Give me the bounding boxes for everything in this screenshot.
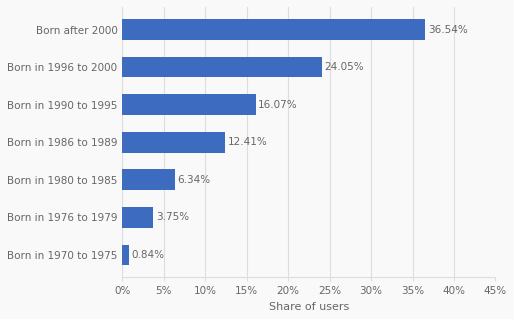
X-axis label: Share of users: Share of users: [269, 302, 349, 312]
Bar: [122, 57, 322, 78]
Text: 6.34%: 6.34%: [177, 175, 211, 185]
Text: 36.54%: 36.54%: [428, 25, 468, 34]
Bar: [122, 207, 153, 228]
Bar: [122, 132, 225, 152]
Bar: [122, 19, 425, 40]
Text: 24.05%: 24.05%: [324, 62, 364, 72]
Text: 12.41%: 12.41%: [228, 137, 267, 147]
Text: 0.84%: 0.84%: [132, 250, 165, 260]
Bar: [122, 94, 255, 115]
Bar: [122, 169, 175, 190]
Text: 16.07%: 16.07%: [258, 100, 298, 110]
Text: 3.75%: 3.75%: [156, 212, 189, 222]
Bar: [122, 245, 130, 265]
